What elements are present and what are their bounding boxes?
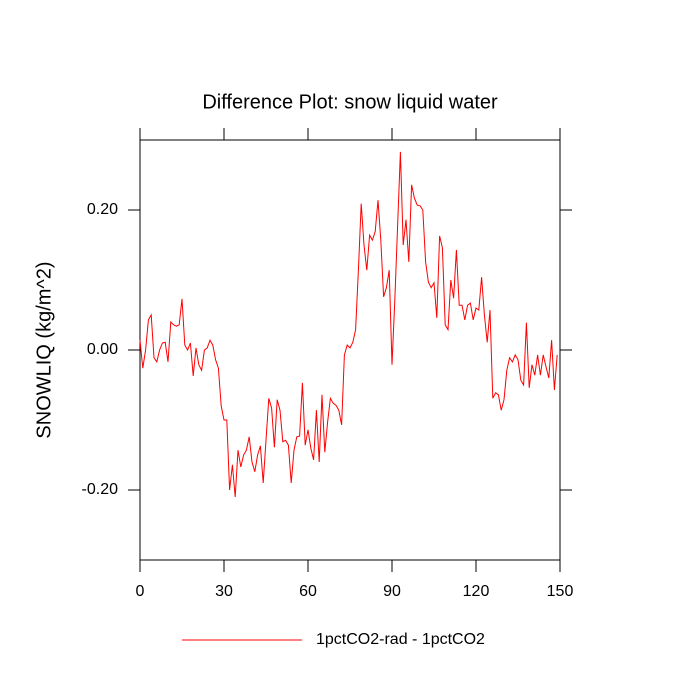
y-axis-label: SNOWLIQ (kg/m^2) [33,261,55,438]
data-line [139,151,558,498]
x-tick-label: 90 [383,583,401,600]
legend-label: 1pctCO2-rad - 1pctCO2 [316,631,485,648]
plot-frame [139,139,561,561]
y-tick-label: 0.20 [87,201,118,218]
chart-title: Difference Plot: snow liquid water [202,91,498,113]
x-tick-label: 0 [136,583,145,600]
x-tick-label: 150 [547,583,574,600]
x-tick-label: 60 [299,583,317,600]
x-tick-label: 120 [463,583,490,600]
x-tick-label: 30 [215,583,233,600]
y-tick-label: 0.00 [87,341,118,358]
y-tick-label: -0.20 [82,481,119,498]
